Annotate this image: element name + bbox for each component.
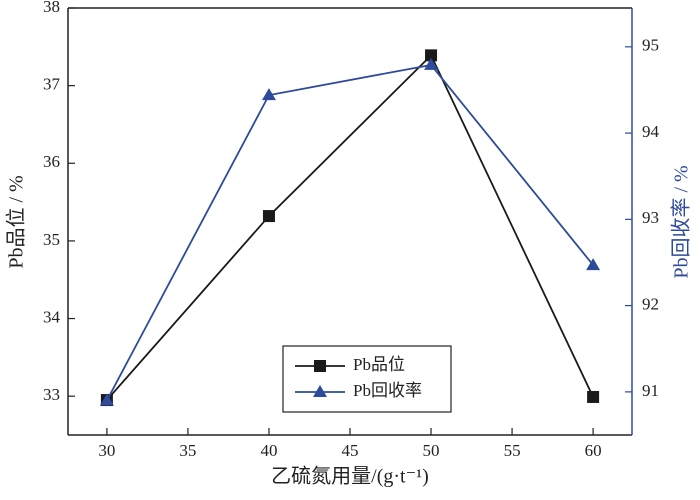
y2-tick-label: 94 xyxy=(642,122,660,141)
marker xyxy=(99,393,114,406)
x-tick-label: 35 xyxy=(179,441,196,460)
marker xyxy=(586,258,601,271)
legend-box xyxy=(282,345,452,413)
y-tick-label: 36 xyxy=(43,152,60,171)
x-tick-label: 30 xyxy=(98,441,115,460)
y2-tick-label: 91 xyxy=(642,381,659,400)
y2-tick-label: 93 xyxy=(642,208,659,227)
x-axis-title: 乙硫氮用量/(g·t⁻¹) xyxy=(271,465,429,488)
legend-label: Pb回收率 xyxy=(353,381,422,400)
y-axis-title: Pb品位 / % xyxy=(5,175,28,268)
y-tick-label: 37 xyxy=(43,75,61,94)
y-tick-label: 38 xyxy=(43,0,60,16)
y-tick-label: 35 xyxy=(43,230,60,249)
x-tick-label: 60 xyxy=(585,441,602,460)
marker xyxy=(261,88,276,101)
y-tick-label: 34 xyxy=(43,307,61,326)
x-tick-label: 55 xyxy=(504,441,521,460)
marker xyxy=(262,210,275,223)
y2-tick-label: 95 xyxy=(642,36,659,55)
y-tick-label: 33 xyxy=(43,385,60,404)
legend-label: Pb品位 xyxy=(353,355,405,374)
marker xyxy=(425,49,438,62)
marker xyxy=(313,385,327,397)
marker xyxy=(314,360,326,372)
marker xyxy=(587,390,600,403)
marker xyxy=(424,57,439,70)
series-line xyxy=(106,53,594,401)
x-tick-label: 50 xyxy=(423,441,440,460)
x-tick-label: 40 xyxy=(260,441,277,460)
y2-tick-label: 92 xyxy=(642,295,659,314)
y2-axis-title: Pb回收率 / % xyxy=(670,165,693,278)
series-line xyxy=(106,63,594,401)
x-tick-label: 45 xyxy=(342,441,359,460)
